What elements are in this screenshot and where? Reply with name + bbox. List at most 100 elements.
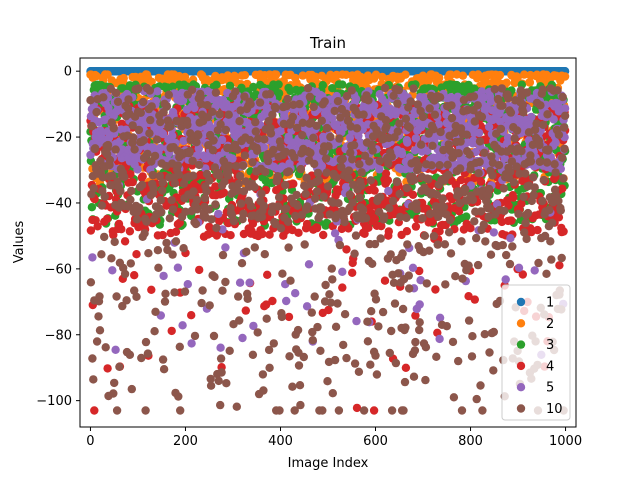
data-point <box>338 80 347 89</box>
data-point <box>375 165 384 174</box>
data-point <box>240 71 250 80</box>
data-point <box>111 345 120 354</box>
data-point <box>304 260 314 269</box>
data-point <box>282 296 291 306</box>
data-point <box>158 230 167 240</box>
data-point <box>431 285 440 294</box>
data-point <box>415 300 424 309</box>
data-point <box>341 70 351 80</box>
data-point <box>319 230 328 240</box>
data-point <box>274 89 284 98</box>
data-point <box>352 316 361 326</box>
data-point <box>384 186 393 196</box>
data-point <box>92 72 101 81</box>
data-point <box>482 77 491 87</box>
data-point <box>408 263 418 272</box>
data-point <box>274 80 283 89</box>
data-point <box>272 70 281 79</box>
data-point <box>187 339 196 348</box>
data-point <box>117 225 126 234</box>
data-point <box>324 305 333 315</box>
data-point <box>187 311 196 320</box>
data-point <box>159 271 168 281</box>
data-point <box>219 188 229 197</box>
data-point <box>302 219 312 229</box>
data-point <box>476 177 486 186</box>
data-point <box>555 261 564 270</box>
data-point <box>401 363 411 372</box>
data-point <box>133 165 142 174</box>
data-point <box>525 78 535 87</box>
data-point <box>507 216 516 225</box>
data-point <box>533 225 542 235</box>
data-point <box>501 275 510 284</box>
data-point <box>489 228 498 237</box>
data-point <box>147 285 156 294</box>
data-point <box>411 222 421 231</box>
data-point <box>298 71 307 80</box>
data-point <box>125 227 135 236</box>
data-point <box>173 263 183 272</box>
data-point <box>130 271 139 280</box>
data-point <box>312 223 322 233</box>
data-point <box>103 70 112 79</box>
data-point <box>351 94 361 104</box>
data-point <box>216 343 225 352</box>
data-point <box>294 228 303 237</box>
data-point <box>530 266 539 275</box>
data-point <box>558 184 567 193</box>
data-point <box>401 70 410 79</box>
data-point <box>138 172 147 181</box>
data-point <box>454 207 464 216</box>
data-point <box>403 138 412 147</box>
data-point <box>120 237 130 246</box>
data-point <box>435 334 444 344</box>
plot-points <box>86 67 570 415</box>
data-point <box>470 295 479 304</box>
data-point <box>402 227 412 236</box>
data-point <box>119 73 128 83</box>
data-point <box>221 243 230 252</box>
data-point <box>128 178 137 187</box>
data-point <box>212 80 221 90</box>
data-point <box>90 406 99 415</box>
data-point <box>258 229 267 239</box>
data-point <box>506 234 515 243</box>
data-point <box>520 70 529 79</box>
data-point <box>338 267 347 276</box>
data-point <box>228 154 237 163</box>
data-point <box>291 289 300 298</box>
data-point <box>167 326 176 336</box>
chart-title: Train <box>309 34 346 52</box>
data-point <box>235 278 245 287</box>
data-point <box>378 72 387 82</box>
data-point <box>514 263 524 272</box>
data-point <box>458 71 468 80</box>
data-point <box>384 227 393 236</box>
data-point <box>435 73 444 83</box>
data-point <box>383 176 393 185</box>
data-point <box>462 212 471 221</box>
data-point <box>180 72 190 82</box>
data-point <box>338 283 347 292</box>
data-point <box>156 143 165 152</box>
data-point <box>245 278 254 287</box>
data-point <box>153 87 162 96</box>
data-point <box>226 231 235 240</box>
data-point <box>380 276 390 285</box>
data-point <box>263 270 272 279</box>
data-point <box>241 306 250 315</box>
data-point <box>183 280 192 289</box>
data-point <box>502 78 511 87</box>
data-point <box>178 321 187 330</box>
data-point <box>108 266 117 275</box>
data-point <box>527 112 536 122</box>
data-point <box>103 364 112 373</box>
data-point <box>318 81 327 90</box>
data-point <box>560 72 570 81</box>
data-point <box>214 209 223 219</box>
data-point <box>88 253 97 262</box>
data-point <box>147 77 156 87</box>
data-point <box>369 406 379 415</box>
